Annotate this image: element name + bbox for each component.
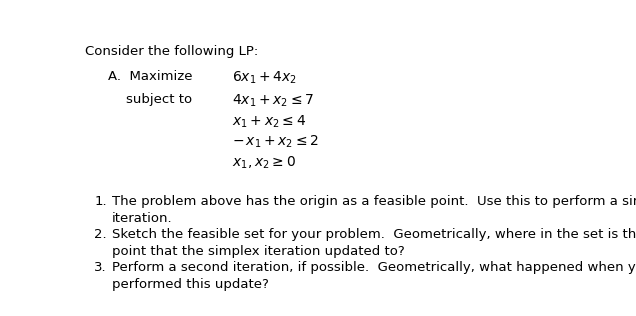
Text: $4x_1 + x_2 \leq 7$: $4x_1 + x_2 \leq 7$ [232,93,314,109]
Text: subject to: subject to [127,93,193,106]
Text: performed this update?: performed this update? [111,277,268,291]
Text: The problem above has the origin as a feasible point.  Use this to perform a sim: The problem above has the origin as a fe… [111,195,636,208]
Text: iteration.: iteration. [111,212,172,225]
Text: point that the simplex iteration updated to?: point that the simplex iteration updated… [111,245,404,258]
Text: Consider the following LP:: Consider the following LP: [85,45,259,58]
Text: 2.: 2. [94,228,107,241]
Text: 1.: 1. [94,195,107,208]
Text: A.  Maximize: A. Maximize [108,70,193,82]
Text: $6x_1 + 4x_2$: $6x_1 + 4x_2$ [232,70,297,86]
Text: $x_1 + x_2 \leq 4$: $x_1 + x_2 \leq 4$ [232,113,307,130]
Text: 3.: 3. [94,261,107,274]
Text: $-\, x_1 + x_2 \leq 2$: $-\, x_1 + x_2 \leq 2$ [232,134,319,150]
Text: Perform a second iteration, if possible.  Geometrically, what happened when you: Perform a second iteration, if possible.… [111,261,636,274]
Text: Sketch the feasible set for your problem.  Geometrically, where in the set is th: Sketch the feasible set for your problem… [111,228,636,241]
Text: $x_1, x_2 \geq 0$: $x_1, x_2 \geq 0$ [232,155,296,171]
